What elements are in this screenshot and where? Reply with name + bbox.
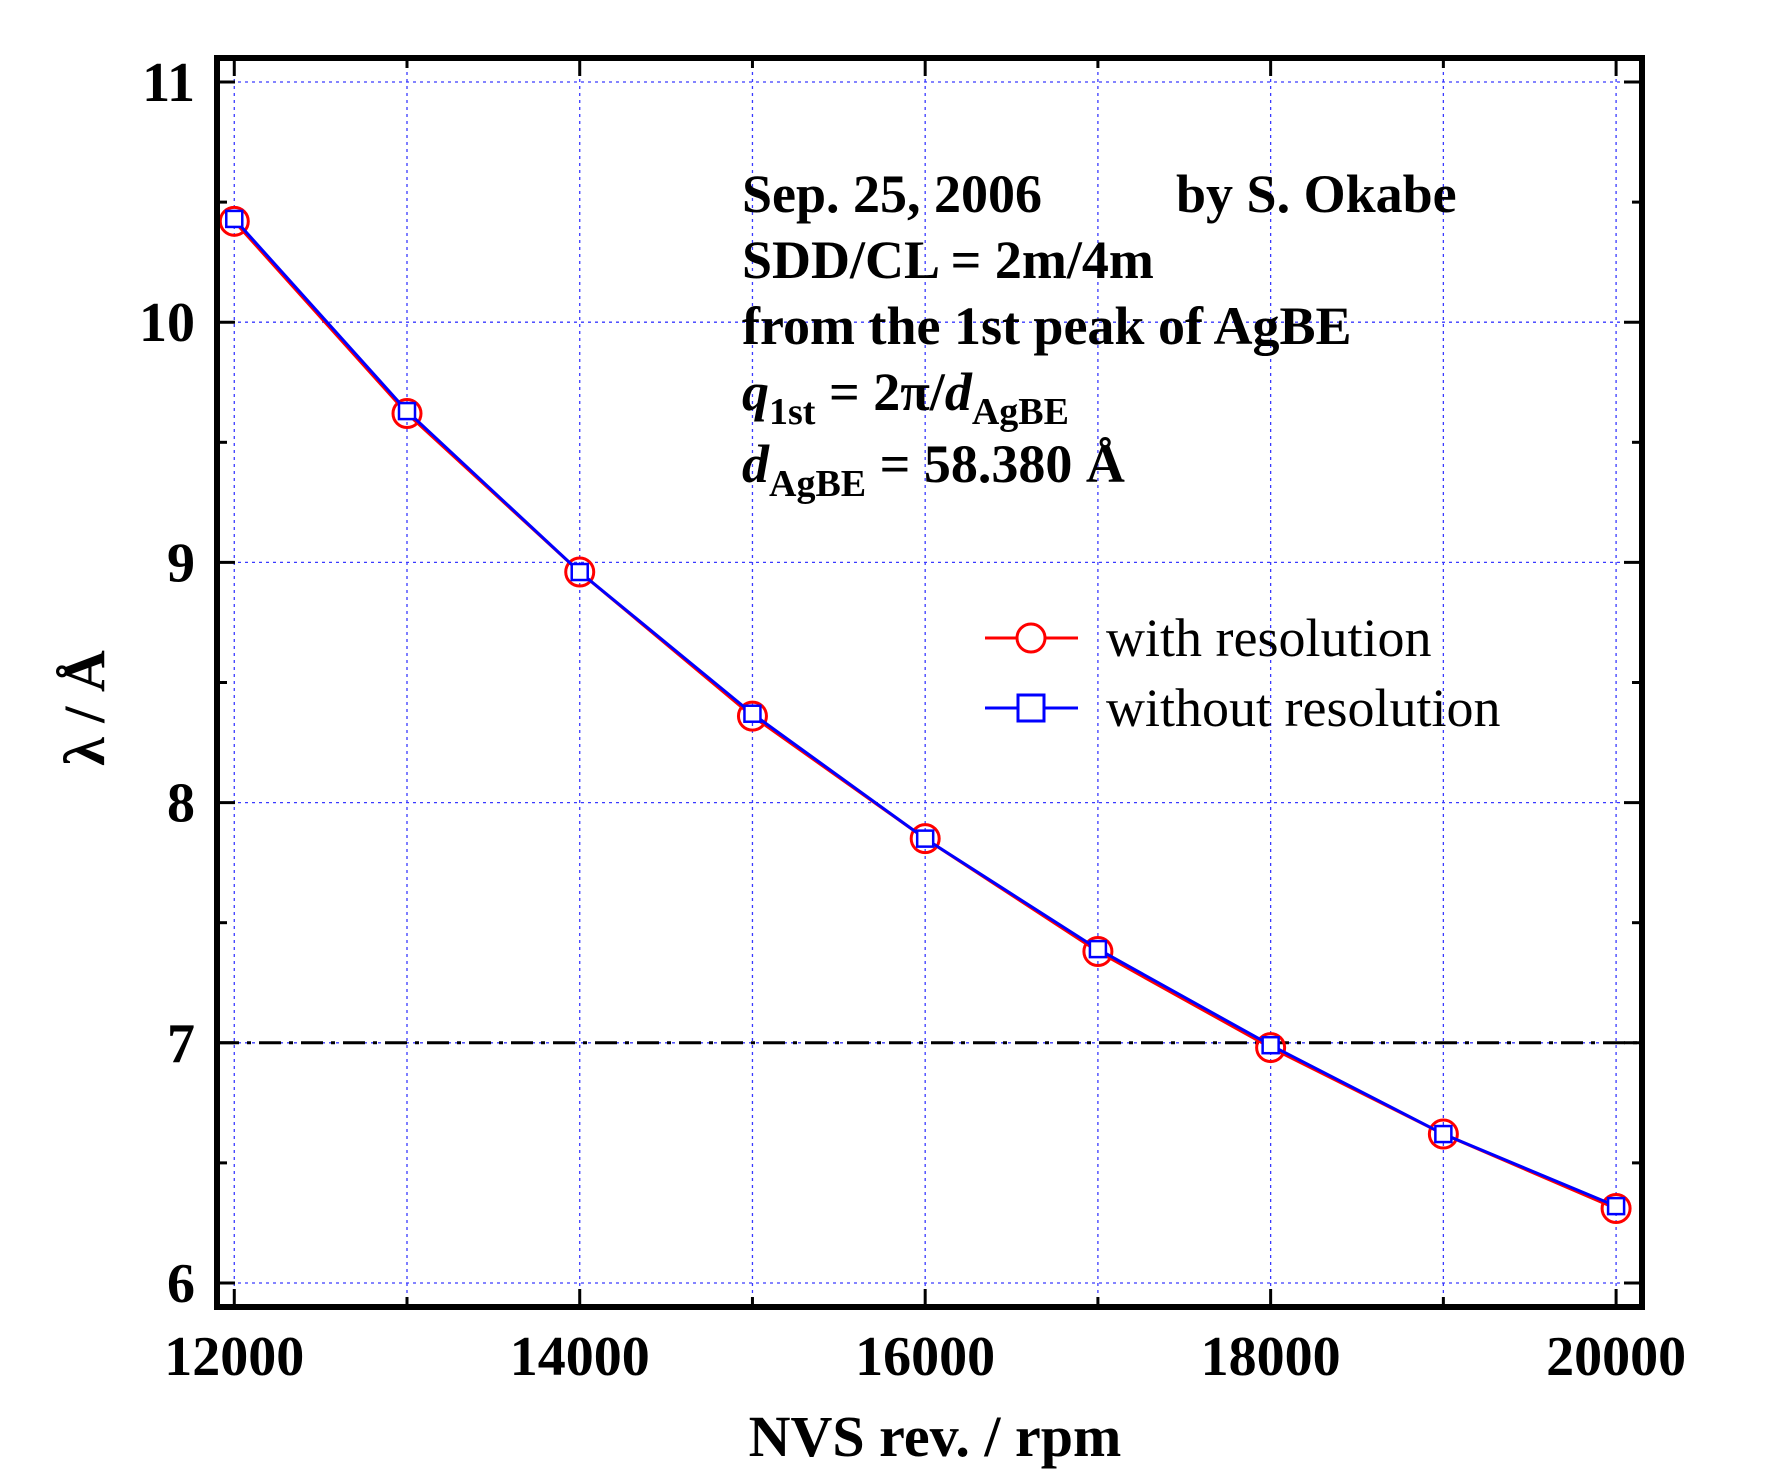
data-point-circle <box>218 205 250 237</box>
data-point-circle <box>1600 1193 1632 1225</box>
annotation-sdd: SDD/CL = 2m/4m <box>742 230 1154 290</box>
axis-ticks <box>217 58 1642 1307</box>
legend: with resolution without resolution <box>985 608 1500 738</box>
data-point-circle <box>1082 936 1114 968</box>
legend-entry-without-resolution: without resolution <box>985 678 1500 738</box>
annotation-date: Sep. 25, 2006 <box>742 164 1042 224</box>
x-tick-label: 20000 <box>1546 1326 1686 1388</box>
x-axis-title: NVS rev. / rpm <box>749 1404 1122 1469</box>
data-point-square <box>1434 1124 1453 1144</box>
legend-square-marker <box>1016 693 1046 723</box>
data-point-circle <box>736 700 768 732</box>
tick-labels: 12000 14000 16000 18000 20000 6 7 8 9 10 11 <box>139 52 1686 1388</box>
x-tick-label: 16000 <box>855 1326 995 1388</box>
annotation-q-formula: q1st = 2π/dAgBE <box>742 362 1069 433</box>
data-point-square <box>1606 1196 1626 1216</box>
annotation-author: by S. Okabe <box>1176 164 1457 224</box>
series-without-resolution <box>225 209 1626 1216</box>
annotation-block: Sep. 25, 2006 by S. Okabe SDD/CL = 2m/4m… <box>742 164 1457 505</box>
data-point-circle <box>1427 1118 1459 1150</box>
legend-label-without-resolution: without resolution <box>1106 678 1500 738</box>
data-point-circle <box>564 556 596 588</box>
y-tick-label: 10 <box>139 292 195 354</box>
data-point-square <box>570 562 589 582</box>
annotation-source: from the 1st peak of AgBE <box>742 296 1352 356</box>
y-axis-title: λ / Å <box>52 650 117 766</box>
data-point-circle <box>1255 1032 1287 1064</box>
y-tick-label: 11 <box>142 52 195 114</box>
data-point-square <box>1088 939 1108 959</box>
y-tick-label: 7 <box>167 1013 195 1075</box>
data-series <box>218 205 1632 1225</box>
annotation-d-value: dAgBE = 58.380 Å <box>742 434 1125 505</box>
data-point-square <box>397 401 417 421</box>
x-tick-label: 12000 <box>164 1326 304 1388</box>
data-point-square <box>1261 1035 1280 1055</box>
y-tick-label: 9 <box>167 532 195 594</box>
legend-circle-marker <box>1015 622 1047 654</box>
legend-entry-with-resolution: with resolution <box>985 608 1431 668</box>
legend-label-with-resolution: with resolution <box>1106 608 1431 668</box>
data-point-square <box>225 209 244 229</box>
data-point-circle <box>391 397 423 429</box>
x-tick-label: 14000 <box>510 1326 650 1388</box>
data-point-circle <box>909 823 941 855</box>
y-tick-label: 6 <box>167 1253 195 1315</box>
x-tick-label: 18000 <box>1201 1326 1341 1388</box>
y-tick-label: 8 <box>167 773 195 835</box>
data-point-square <box>915 829 935 848</box>
data-point-square <box>743 704 762 723</box>
grid-lines <box>217 58 1642 1307</box>
